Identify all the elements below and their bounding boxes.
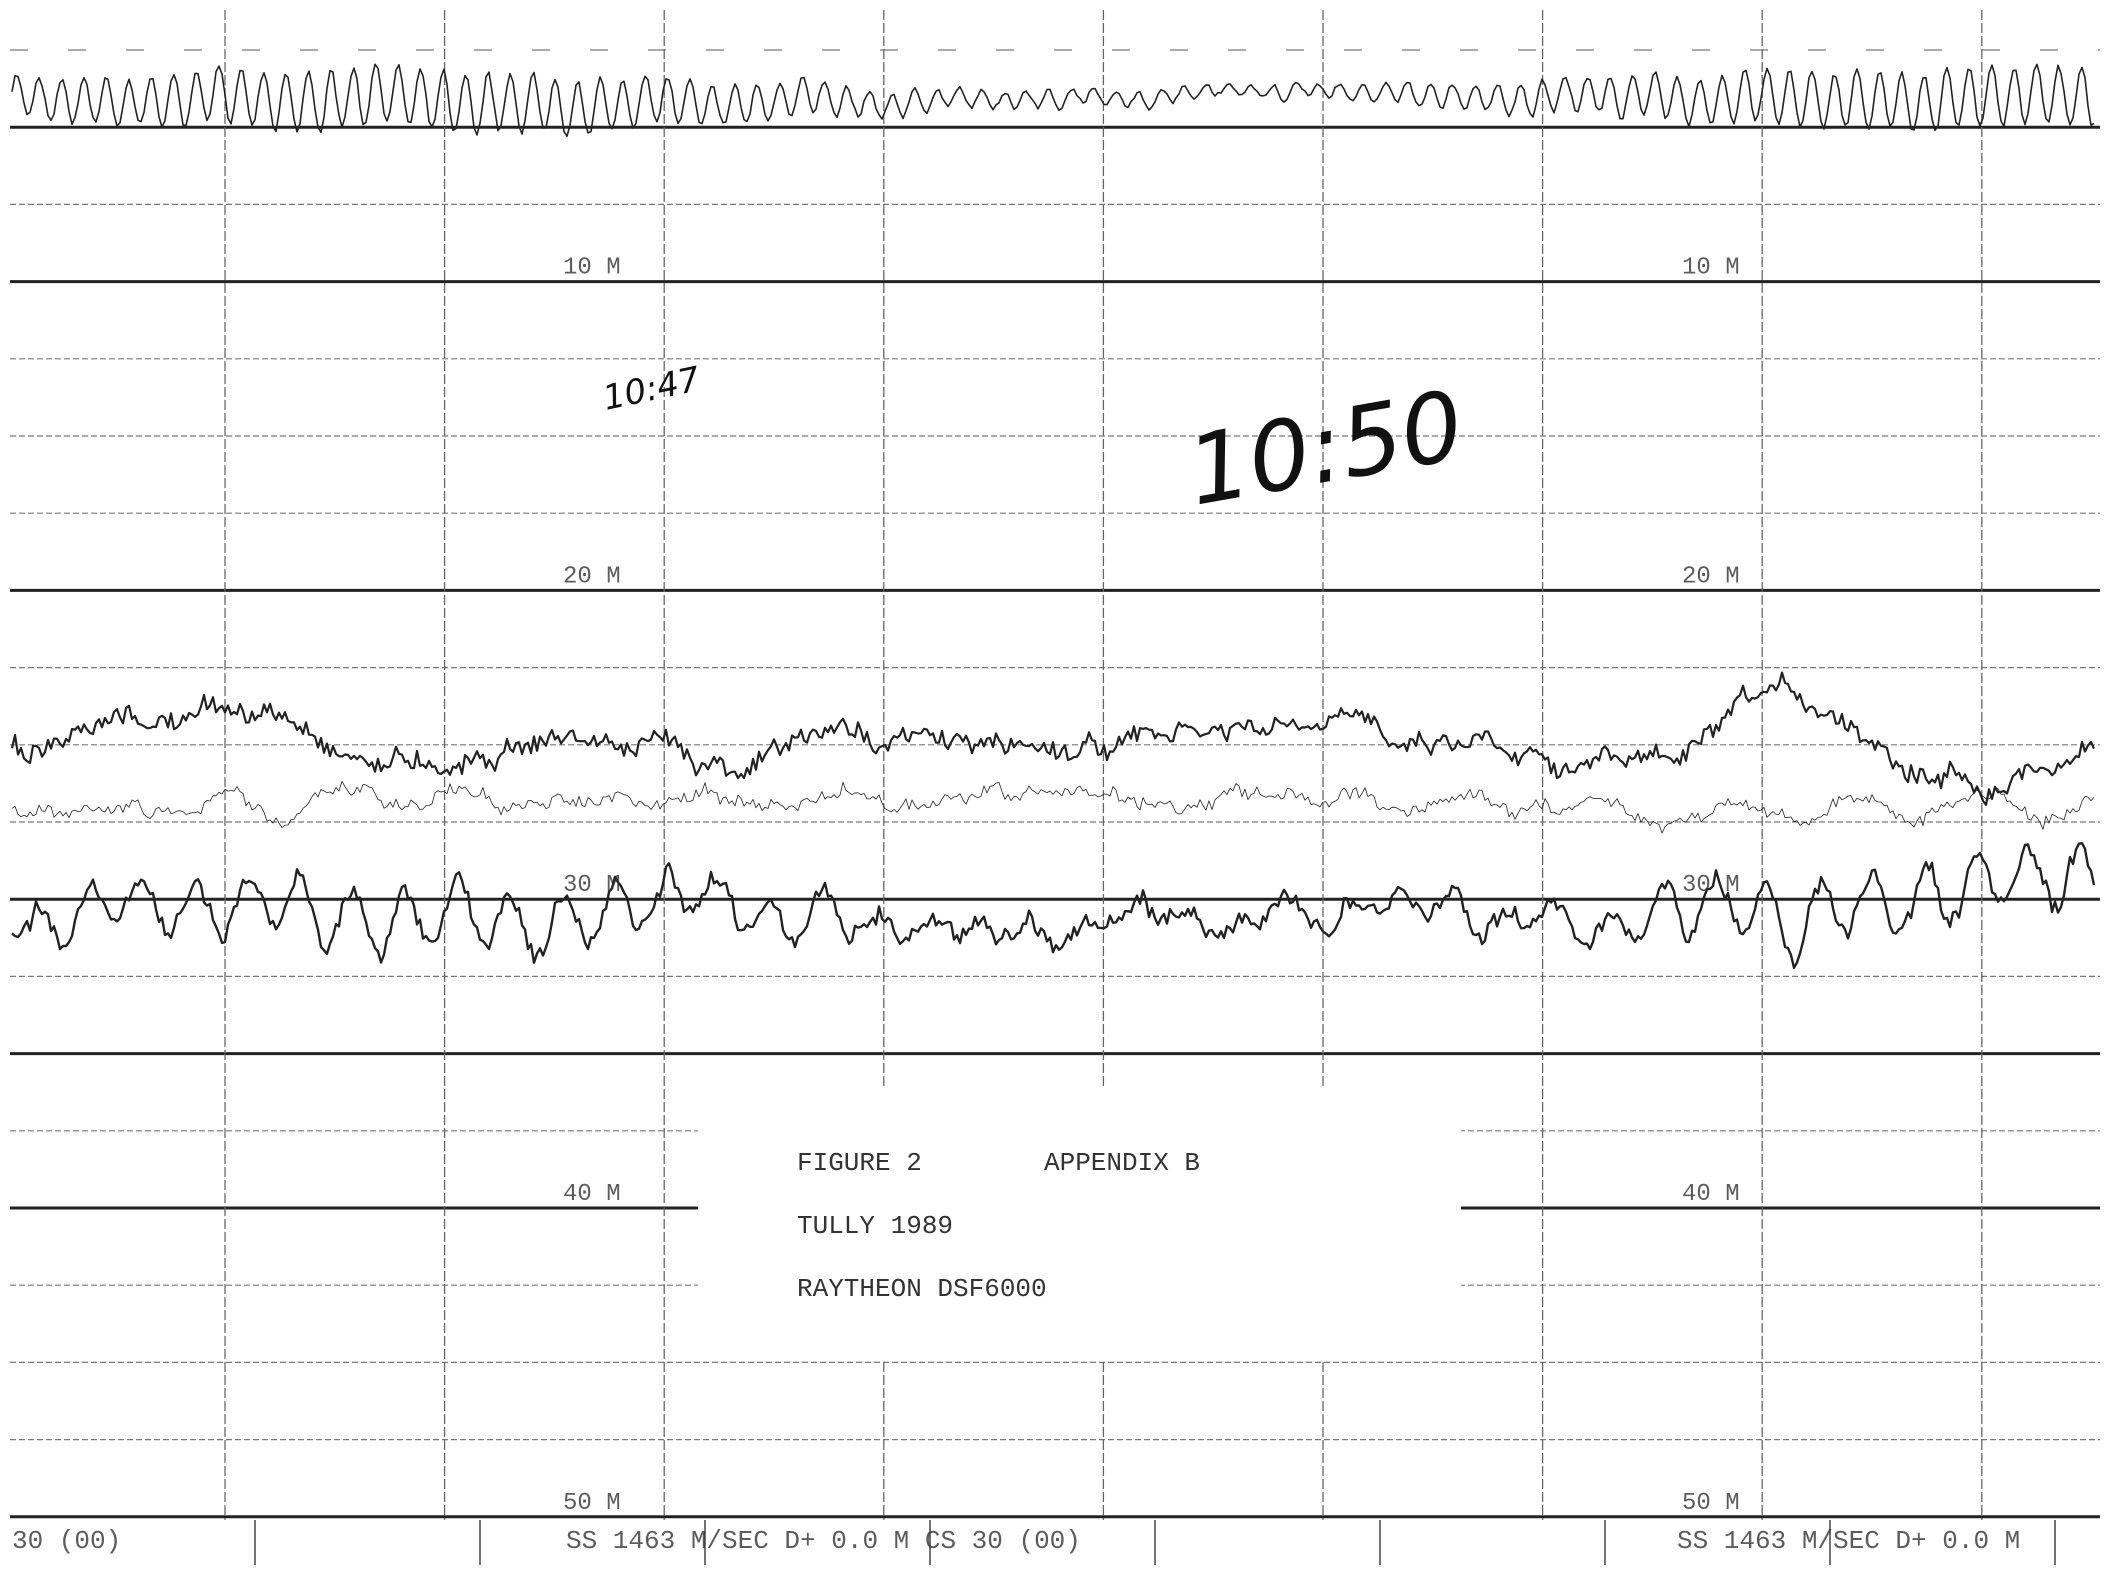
page: 10 M 20 M 30 M 40 M 50 M 10 M 20 M 30 M 40 M 50 M… <box>0 0 2112 1575</box>
depth-label: 20 M <box>1682 563 1740 590</box>
caption-author: TULLY 1989 <box>797 1211 953 1241</box>
footer-middle: SS 1463 M/SEC D+ 0.0 M CS 30 (00) <box>566 1526 1081 1556</box>
depth-label: 30 M <box>1682 872 1740 899</box>
depth-label: 40 M <box>1682 1181 1740 1208</box>
footer-left: 30 (00) <box>12 1526 121 1556</box>
depth-label: 10 M <box>1682 255 1740 282</box>
depth-label: 40 M <box>563 1181 621 1208</box>
depth-label: 30 M <box>563 872 621 899</box>
caption-instrument: RAYTHEON DSF6000 <box>797 1274 1047 1304</box>
footer-right: SS 1463 M/SEC D+ 0.0 M <box>1677 1526 2020 1556</box>
depth-label: 10 M <box>563 255 621 282</box>
depth-label: 50 M <box>1682 1490 1740 1517</box>
caption-appendix: APPENDIX B <box>1044 1148 1200 1178</box>
echogram: 10 M 20 M 30 M 40 M 50 M 10 M 20 M 30 M 40 M 50 M… <box>0 0 2112 1575</box>
caption-figure: FIGURE 2 <box>797 1148 922 1178</box>
depth-label: 20 M <box>563 563 621 590</box>
depth-label: 50 M <box>563 1490 621 1517</box>
